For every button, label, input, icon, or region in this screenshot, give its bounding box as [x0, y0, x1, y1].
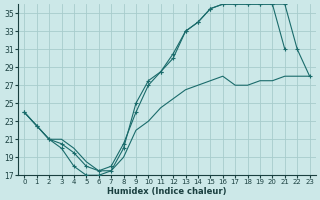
X-axis label: Humidex (Indice chaleur): Humidex (Indice chaleur)	[107, 187, 227, 196]
